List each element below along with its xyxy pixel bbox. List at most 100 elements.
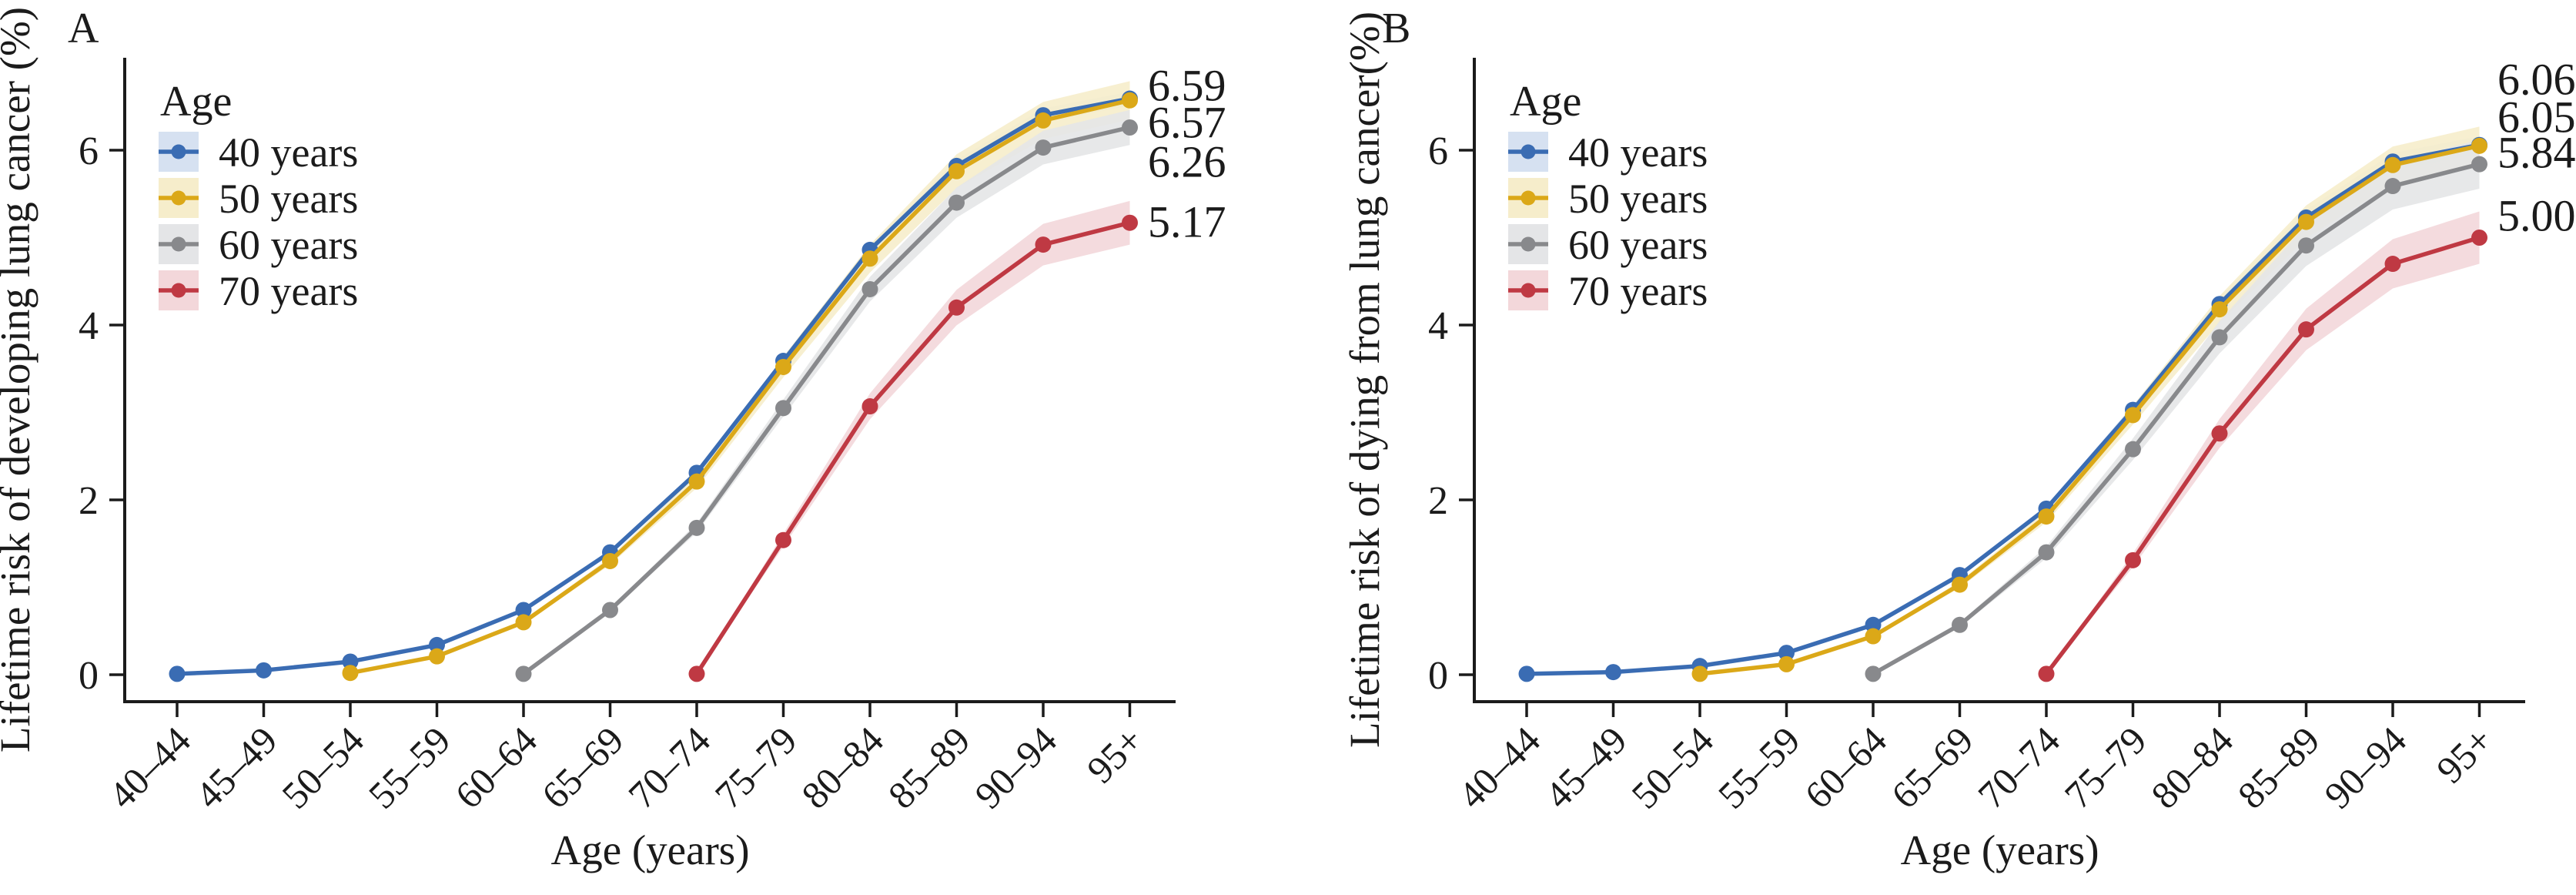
data-point	[342, 665, 359, 682]
panel-a-developing-risk-chart: 0 2 4 6 40–44 45–49 50–54 55–59 60–64 65–69 70–74 7…	[0, 5, 1226, 873]
x-tick-label: 80–84	[2143, 719, 2241, 817]
legend-item-label: 40 years	[1568, 129, 1708, 176]
series-50-years	[1691, 137, 2487, 682]
legend-item-label: 60 years	[1568, 222, 1708, 268]
series-line	[522, 125, 1131, 676]
end-value-label: 6.57	[1148, 97, 1226, 147]
series-line	[2044, 235, 2481, 675]
data-point	[1865, 616, 1882, 633]
data-point	[1605, 664, 1621, 681]
end-value-labels: 6.596.576.26 5.17	[1148, 60, 1226, 246]
legend-item-label: 70 years	[1568, 268, 1708, 314]
data-point	[1122, 92, 1138, 109]
data-point	[688, 473, 705, 490]
y-tick-label: 4	[79, 304, 99, 348]
data-point	[1518, 665, 1535, 682]
data-point	[775, 400, 791, 417]
legend-key-point	[171, 236, 186, 252]
ribbon-70-years	[697, 200, 1130, 674]
series-line	[694, 220, 1131, 675]
series-line	[1872, 162, 2481, 676]
x-tick-label: 40–44	[100, 719, 199, 817]
data-point	[948, 299, 965, 316]
data-point	[2471, 137, 2487, 154]
data-point	[2038, 508, 2055, 525]
data-point	[602, 602, 618, 618]
data-point	[861, 250, 878, 267]
y-tick-label: 0	[79, 654, 99, 698]
legend-key-point	[1521, 190, 1536, 206]
series-line	[1699, 143, 2481, 676]
data-point	[2211, 301, 2228, 318]
series-line	[1526, 142, 2481, 676]
data-point	[1035, 139, 1052, 156]
data-point	[515, 614, 532, 631]
y-tick-label: 6	[1428, 129, 1448, 173]
panel-letter: A	[68, 5, 99, 52]
legend-item-label: 50 years	[219, 176, 358, 222]
data-point	[2384, 178, 2401, 195]
data-point	[515, 665, 532, 682]
legend-key-point	[1521, 283, 1536, 298]
data-point	[2298, 237, 2314, 254]
panel-letter: B	[1382, 5, 1410, 52]
x-tick-label: 55–59	[360, 719, 459, 817]
data-point	[861, 398, 878, 415]
y-tick-label: 2	[79, 479, 99, 523]
data-point	[2471, 230, 2487, 246]
x-tick-label: 70–74	[1969, 719, 2068, 817]
data-point	[1035, 112, 1052, 129]
data-point	[2298, 213, 2314, 230]
end-value-label: 6.59	[1148, 60, 1226, 110]
x-tick-label: 75–79	[2056, 719, 2155, 817]
x-tick-label: 95+	[2428, 719, 2501, 792]
end-value-label: 5.00	[2497, 190, 2576, 240]
legend-item-label: 40 years	[219, 129, 358, 176]
data-point	[775, 358, 791, 375]
series-70-years	[2038, 230, 2487, 682]
x-axis-title: Age (years)	[550, 826, 749, 873]
x-tick-label: 60–64	[1796, 719, 1895, 817]
x-tick-label: 45–49	[1537, 719, 1635, 817]
x-tick-label: 60–64	[447, 719, 545, 817]
data-point	[2125, 407, 2141, 424]
confidence-ribbons	[177, 81, 1130, 674]
data-point	[1035, 236, 1052, 253]
data-point	[1122, 214, 1138, 231]
legend-title: Age	[1510, 78, 1581, 126]
data-point	[1691, 665, 1708, 682]
legend-title: Age	[160, 78, 232, 126]
data-point	[1778, 645, 1795, 662]
legend-item-label: 60 years	[219, 222, 358, 268]
data-point	[602, 552, 618, 569]
data-point	[775, 531, 791, 548]
series-line	[176, 96, 1131, 676]
x-tick-label: 85–89	[880, 719, 979, 817]
data-point	[948, 163, 965, 179]
x-tick-label: 50–54	[273, 719, 372, 817]
y-tick-label: 4	[1428, 304, 1448, 348]
legend-item-label: 50 years	[1568, 176, 1708, 222]
series-60-years	[515, 119, 1138, 682]
panel-b-dying-risk-chart: 0 2 4 6 40–44 45–49 50–54 55–59 60–64 65–69 70–74 7…	[1288, 0, 2576, 895]
data-point	[2384, 156, 2401, 173]
x-tick-label: 55–59	[1710, 719, 1808, 817]
legend-item-label: 70 years	[219, 268, 358, 314]
end-value-label: 5.17	[1148, 196, 1226, 246]
series-70-years	[688, 214, 1138, 682]
data-point	[2471, 156, 2487, 173]
x-tick-label: 90–94	[2316, 719, 2414, 817]
x-tick-label: 65–69	[1883, 719, 1982, 817]
chart-svg-b: 024640–4445–4950–5455–5960–6465–6970–747…	[1341, 5, 2576, 873]
y-tick-label: 6	[79, 129, 99, 173]
legend-key-point	[1521, 236, 1536, 252]
data-point	[256, 662, 272, 679]
x-tick-label: 95+	[1079, 719, 1152, 792]
data-point	[1865, 665, 1882, 682]
data-point	[2384, 256, 2401, 273]
y-axis-title: Lifetime risk of dying from lung cancer(…	[1341, 12, 1388, 748]
chart-svg-a: 024640–4445–4950–5455–5960–6465–6970–747…	[0, 5, 1226, 873]
